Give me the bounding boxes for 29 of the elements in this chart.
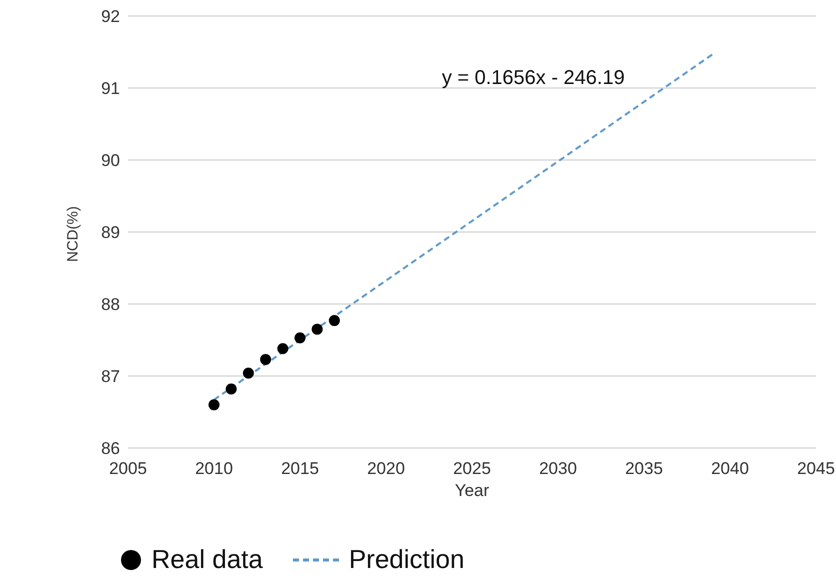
y-axis-title: NCD(%) [64, 206, 82, 262]
y-tick-label: 91 [101, 79, 120, 98]
y-tick-label: 92 [101, 7, 120, 26]
y-tick-label: 88 [101, 295, 120, 314]
x-axis-title: Year [454, 481, 490, 500]
x-tick-label: 2045 [797, 459, 835, 478]
y-tick-label: 86 [101, 439, 120, 458]
annotation: y = 0.1656x - 246.19 [442, 67, 625, 89]
point [242, 368, 254, 379]
point [312, 324, 323, 335]
y-tick-label: 90 [101, 151, 120, 170]
x-tick-label: 2030 [539, 459, 577, 478]
point [294, 332, 306, 344]
legend-label: Prediction [348, 544, 464, 575]
x-tick-label: 2010 [195, 459, 233, 478]
point [328, 315, 340, 326]
point [277, 343, 288, 354]
point [226, 383, 237, 394]
x-tick-label: 2015 [281, 459, 319, 478]
point [208, 399, 220, 410]
x-tick-label: 2035 [625, 459, 663, 478]
legend-label: Real data [152, 544, 263, 575]
x-tick-label: 2020 [367, 459, 405, 478]
x-tick-label: 2025 [453, 459, 491, 478]
y-tick-label: 89 [101, 223, 120, 242]
x-tick-label: 2040 [711, 459, 749, 478]
point [260, 354, 272, 365]
y-tick-label: 87 [101, 367, 120, 386]
x-tick-label: 2005 [109, 459, 147, 478]
